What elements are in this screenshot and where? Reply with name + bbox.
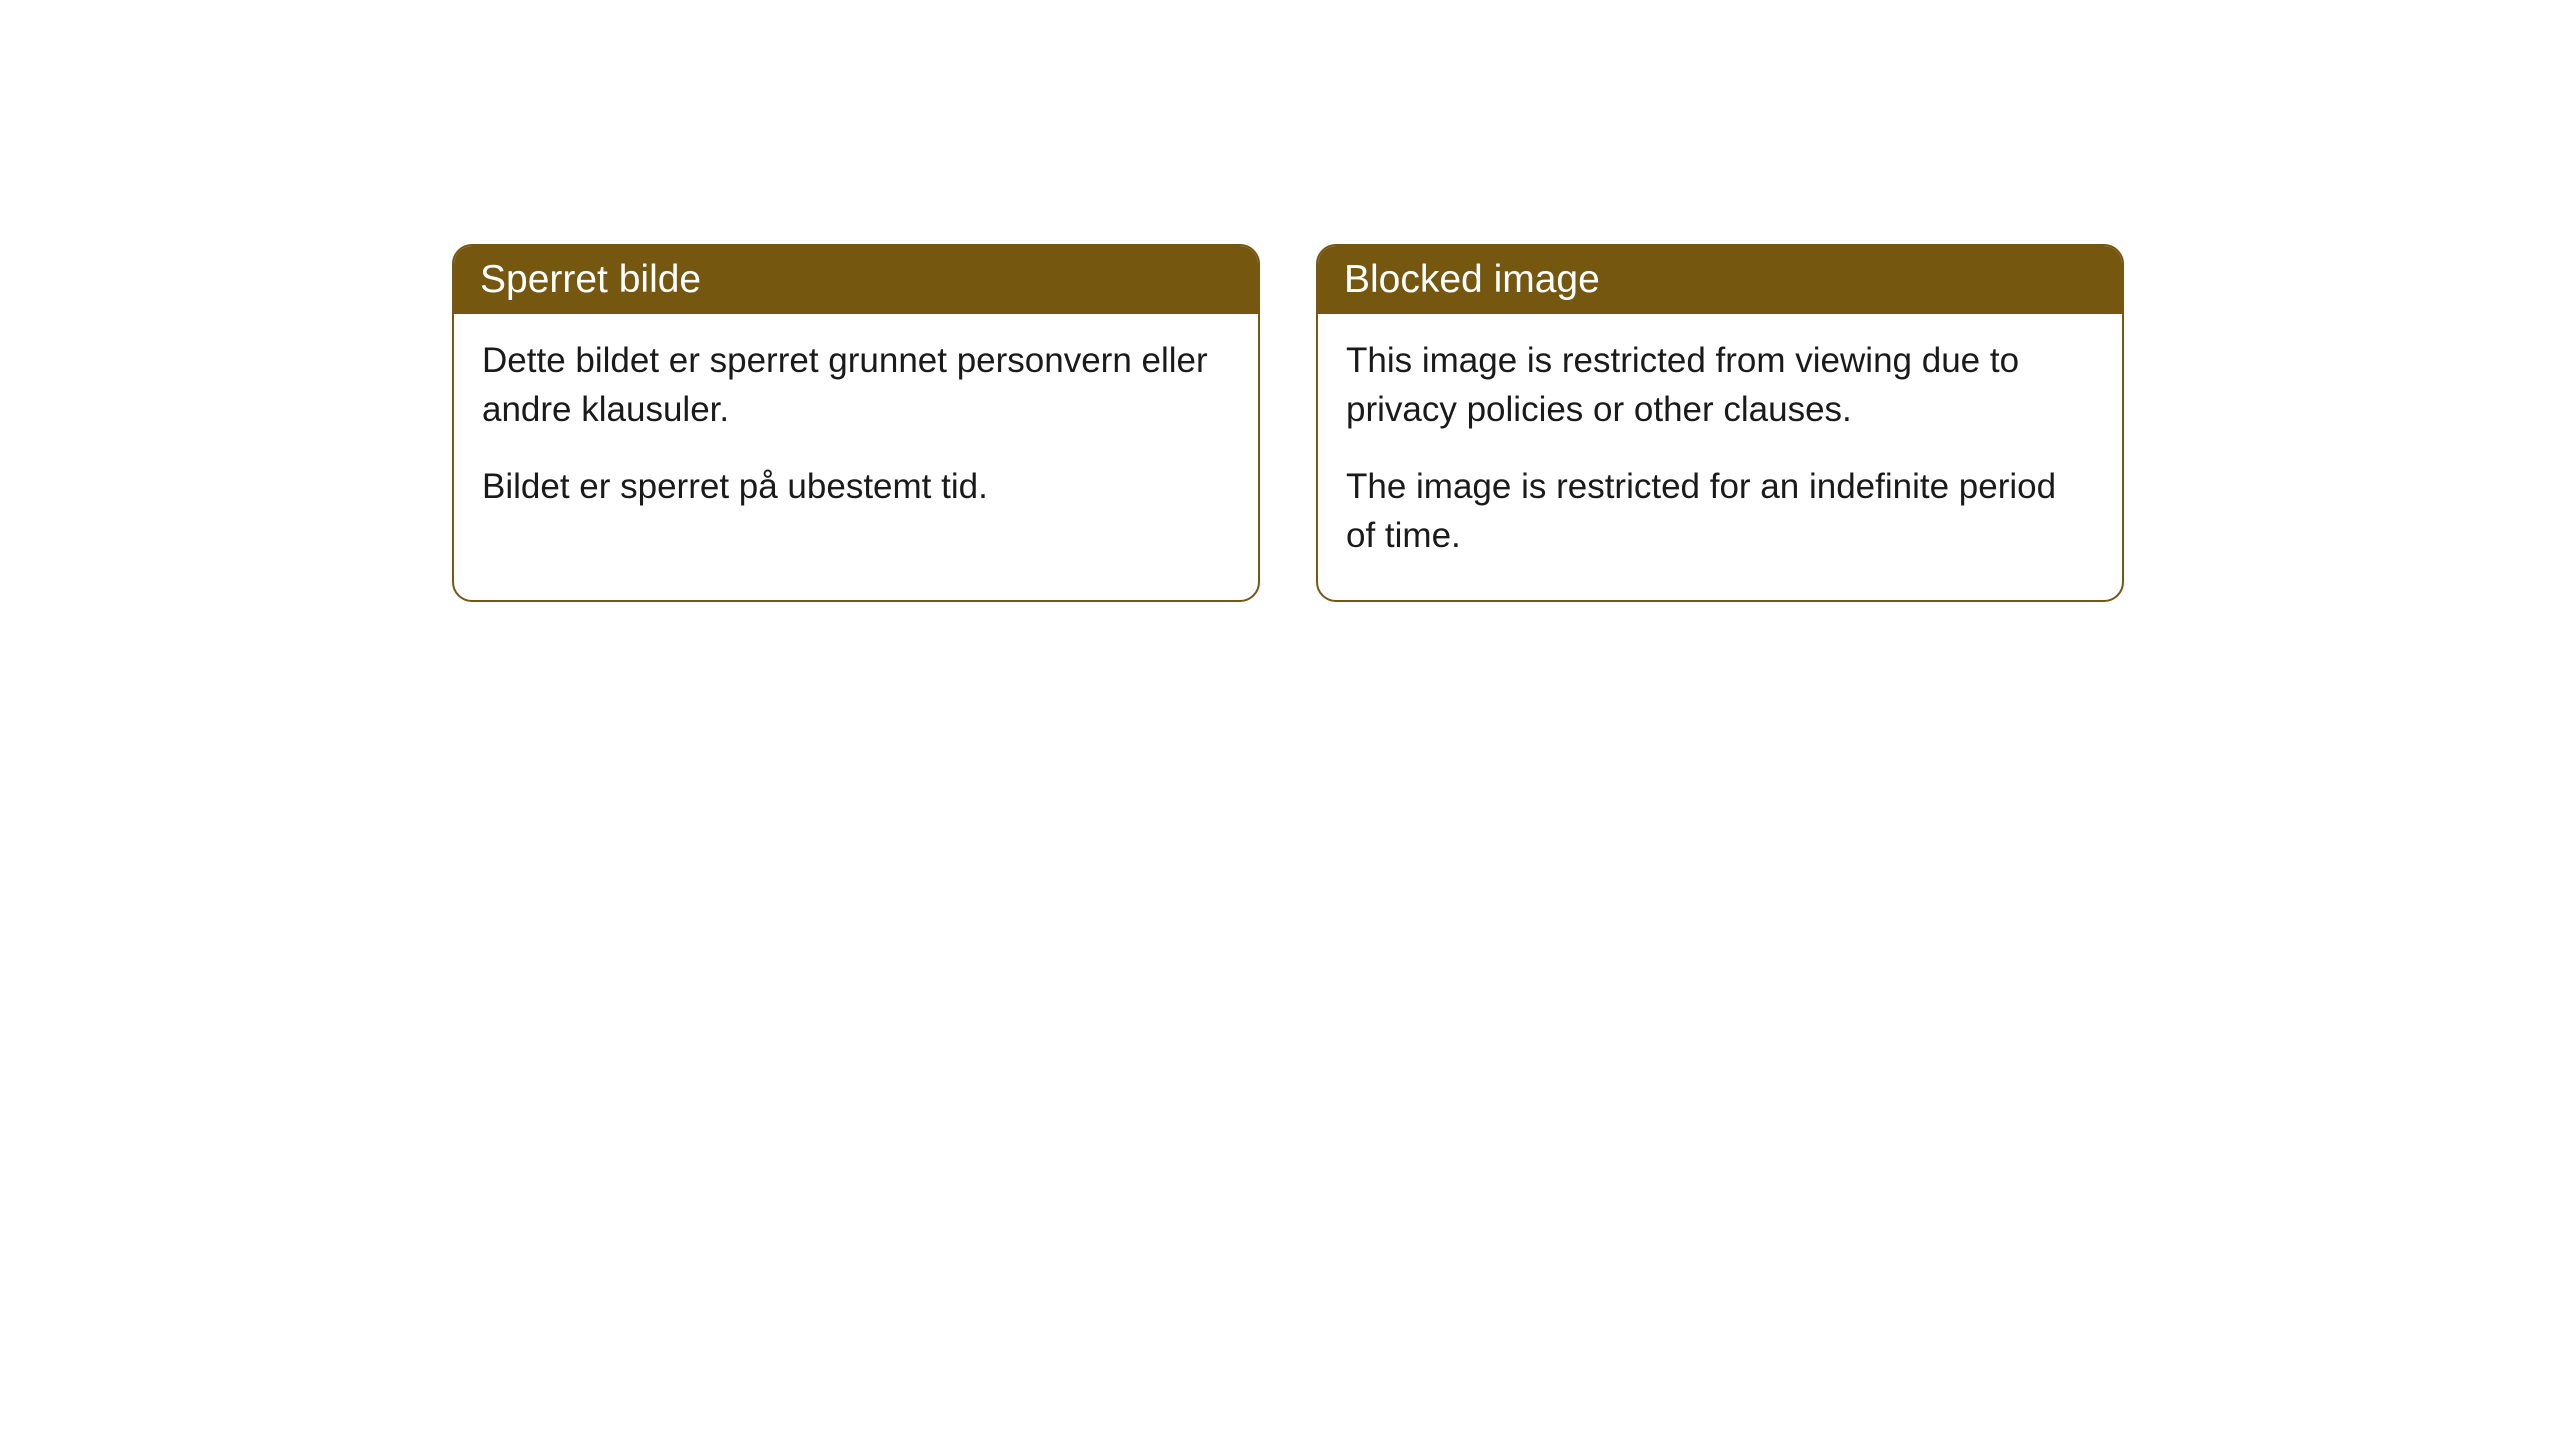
card-header-norwegian: Sperret bilde: [454, 246, 1258, 314]
notice-container: Sperret bilde Dette bildet er sperret gr…: [0, 0, 2560, 602]
blocked-image-card-norwegian: Sperret bilde Dette bildet er sperret gr…: [452, 244, 1260, 602]
body-paragraph-2: Bildet er sperret på ubestemt tid.: [482, 462, 1230, 511]
card-body-norwegian: Dette bildet er sperret grunnet personve…: [454, 314, 1258, 551]
card-body-english: This image is restricted from viewing du…: [1318, 314, 2122, 600]
body-paragraph-1: Dette bildet er sperret grunnet personve…: [482, 336, 1230, 434]
card-title: Sperret bilde: [480, 258, 701, 301]
body-paragraph-1: This image is restricted from viewing du…: [1346, 336, 2094, 434]
card-header-english: Blocked image: [1318, 246, 2122, 314]
card-title: Blocked image: [1344, 258, 1600, 301]
blocked-image-card-english: Blocked image This image is restricted f…: [1316, 244, 2124, 602]
body-paragraph-2: The image is restricted for an indefinit…: [1346, 462, 2094, 560]
